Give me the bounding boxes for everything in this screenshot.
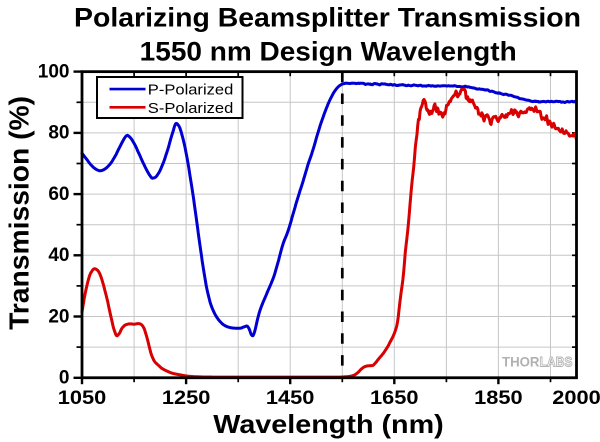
svg-text:1850: 1850 <box>474 388 523 409</box>
svg-text:THOR: THOR <box>502 354 540 370</box>
svg-text:1550 nm Design Wavelength: 1550 nm Design Wavelength <box>140 36 517 66</box>
svg-text:1450: 1450 <box>266 388 315 409</box>
svg-text:40: 40 <box>48 245 69 266</box>
svg-text:20: 20 <box>48 306 69 327</box>
svg-text:60: 60 <box>48 184 69 205</box>
svg-text:2000: 2000 <box>552 388 600 409</box>
svg-text:P-Polarized: P-Polarized <box>148 82 234 99</box>
svg-text:1650: 1650 <box>370 388 419 409</box>
svg-text:Polarizing Beamsplitter Transm: Polarizing Beamsplitter Transmission <box>74 3 581 33</box>
svg-text:LABS: LABS <box>540 354 573 370</box>
svg-text:Transmission (%): Transmission (%) <box>3 96 34 330</box>
svg-text:1250: 1250 <box>162 388 211 409</box>
svg-text:Wavelength (nm): Wavelength (nm) <box>213 409 444 439</box>
svg-text:0: 0 <box>59 368 70 389</box>
svg-text:S-Polarized: S-Polarized <box>148 100 234 117</box>
svg-text:100: 100 <box>38 61 70 82</box>
svg-text:80: 80 <box>48 123 69 144</box>
svg-text:1050: 1050 <box>58 388 107 409</box>
